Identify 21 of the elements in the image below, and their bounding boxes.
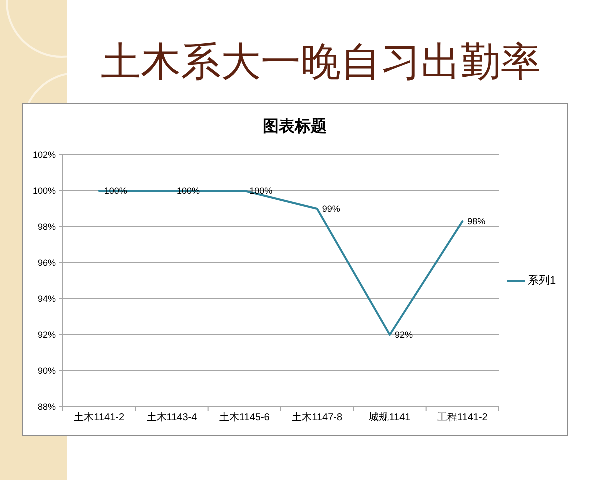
legend-label: 系列1 — [528, 275, 556, 287]
data-label: 92% — [395, 330, 414, 340]
ytick-label: 90% — [38, 366, 56, 376]
data-label: 99% — [322, 204, 340, 214]
ytick-label: 100% — [32, 186, 56, 196]
xtick-label: 城规1141 — [369, 412, 411, 424]
xtick-label: 土木1141-2 — [74, 412, 125, 424]
title: 土木系大一晚自习出勤率 — [101, 40, 541, 84]
ytick-label: 102% — [32, 150, 56, 160]
ytick-label: 94% — [38, 294, 56, 304]
xtick-label: 土木1143-4 — [146, 412, 198, 424]
ytick-label: 96% — [38, 258, 56, 268]
subtitle: 图表标题 — [263, 118, 327, 136]
data-label: 100% — [250, 186, 273, 196]
xtick-label: 工程1141-2 — [437, 412, 488, 424]
xtick-label: 土木1145-6 — [219, 412, 270, 424]
xtick-label: 土木1147-8 — [292, 412, 343, 424]
data-label: 98% — [468, 216, 486, 227]
ytick-label: 92% — [38, 330, 56, 340]
ytick-label: 98% — [38, 222, 56, 232]
ytick-label: 88% — [38, 402, 56, 412]
